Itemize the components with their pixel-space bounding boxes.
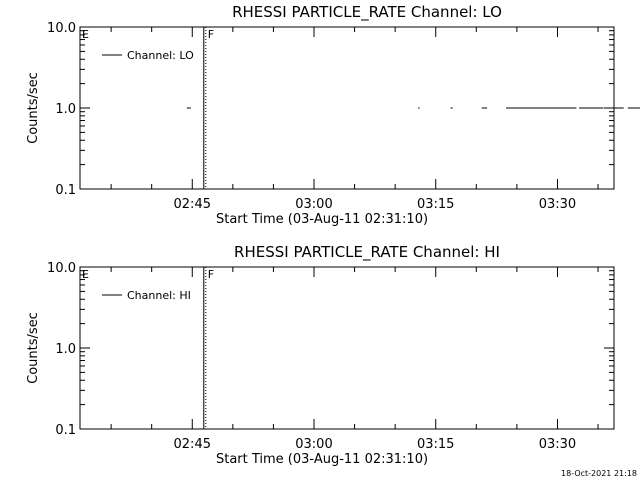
chart-panel-1: RHESSI PARTICLE_RATE Channel: LO Counts/s… [26,3,640,227]
y-tick-label: 10.0 [47,21,76,36]
x-tick-label: 02:45 [174,197,211,212]
x-tick-label: 03:30 [539,197,576,212]
chart-panel-2: RHESSI PARTICLE_RATE Channel: HI Counts/s… [26,243,615,467]
legend-entry: Channel: LO [127,49,194,62]
annotation-label: E [82,268,89,281]
x-tick-label: 03:00 [295,197,332,212]
y-tick-label: 0.1 [55,183,76,198]
y-tick-label: 1.0 [55,102,76,117]
y-axis-label: Counts/sec [26,72,41,144]
x-axis-label: Start Time (03-Aug-11 02:31:10) [216,452,428,467]
y-tick-label: 1.0 [55,342,76,357]
y-axis-label: Counts/sec [26,312,41,384]
x-tick-label: 03:30 [539,437,576,452]
timestamp-footer: 18-Oct-2021 21:18 [561,469,637,478]
chart-title: RHESSI PARTICLE_RATE Channel: HI [234,243,500,262]
x-tick-label: 02:45 [174,437,211,452]
y-tick-label: 10.0 [47,261,76,276]
legend-entry: Channel: HI [127,289,191,302]
annotation-label: F [208,268,214,281]
annotation-label: F [208,28,214,41]
x-tick-label: 03:15 [417,197,454,212]
annotation-label: E [82,28,89,41]
x-tick-label: 03:15 [417,437,454,452]
chart-title: RHESSI PARTICLE_RATE Channel: LO [232,3,502,22]
x-axis-label: Start Time (03-Aug-11 02:31:10) [216,212,428,227]
y-tick-label: 0.1 [55,423,76,438]
x-tick-label: 03:00 [295,437,332,452]
